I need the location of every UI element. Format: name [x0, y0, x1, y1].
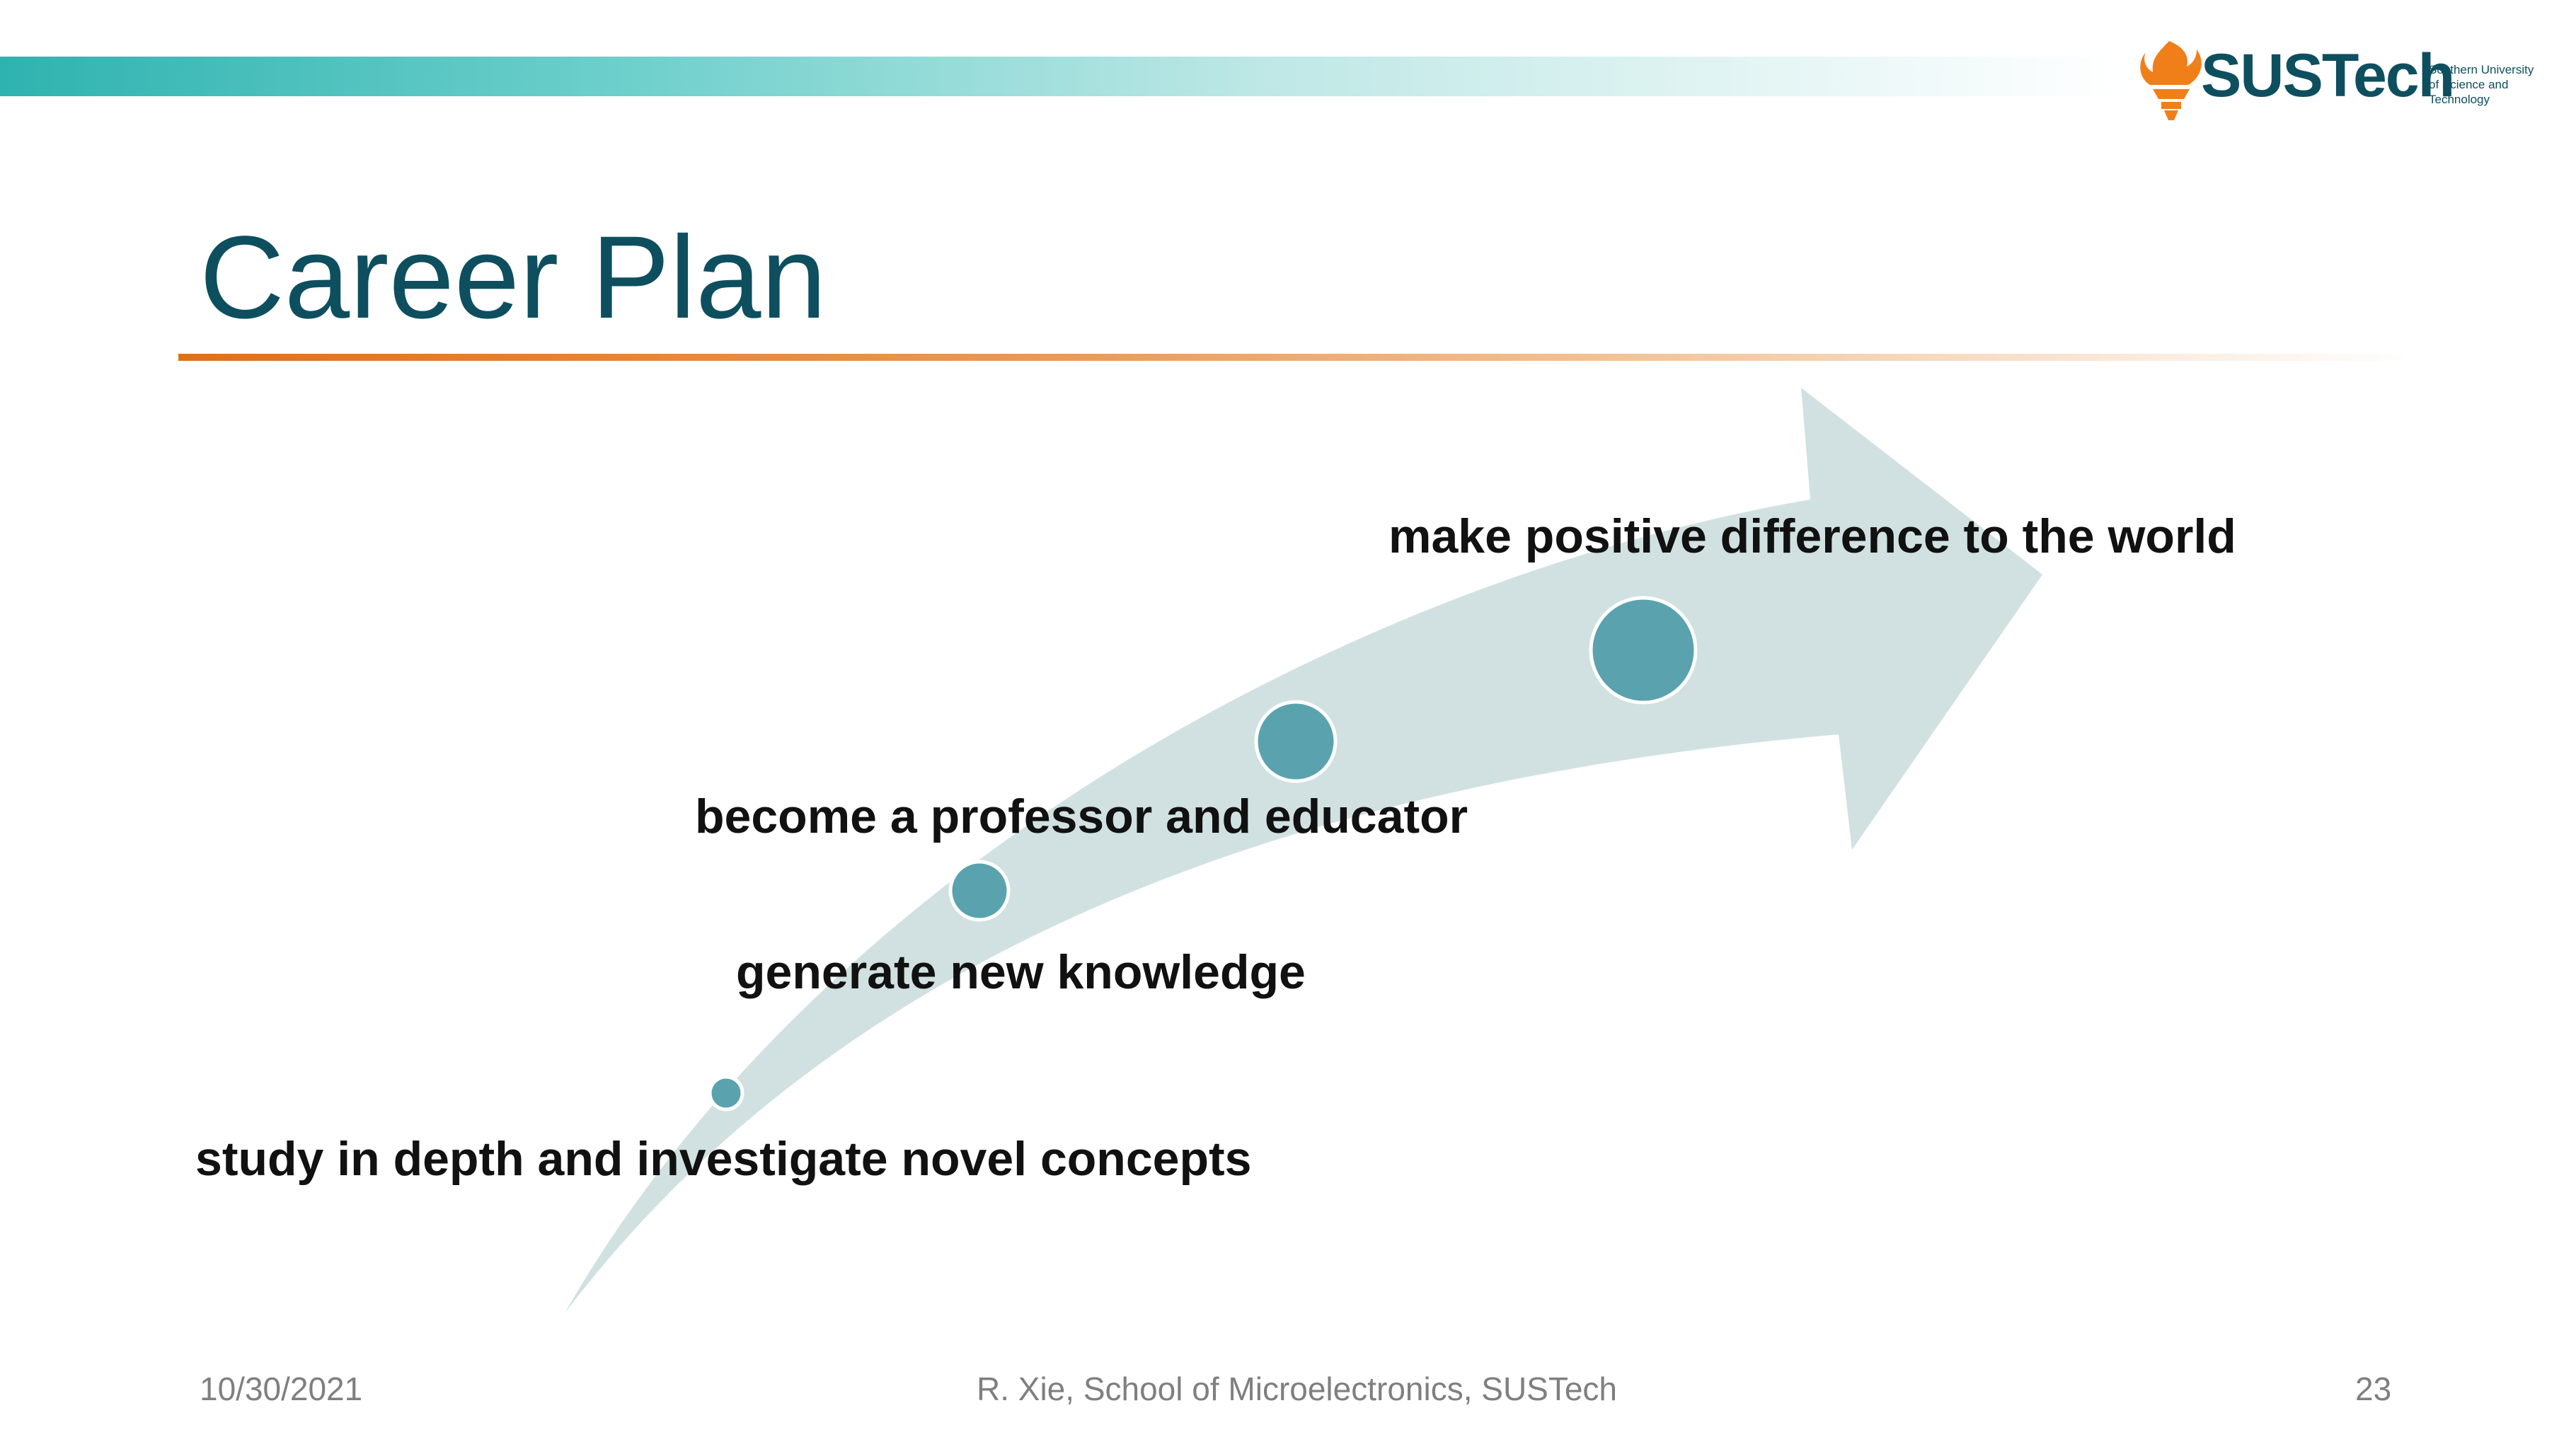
- logo-subtitle-line: of Science and: [2429, 78, 2509, 91]
- milestone-node-3: [1254, 700, 1338, 783]
- step-label-professor: become a professor and educator: [695, 790, 1468, 843]
- sustech-logo: SUSTech Southern University of Science a…: [2137, 37, 2562, 122]
- footer-date: 10/30/2021: [200, 1370, 363, 1407]
- footer-page-number: 23: [2355, 1370, 2392, 1407]
- step-label-world: make positive difference to the world: [1388, 509, 2236, 563]
- logo-subtitle-line: Technology: [2429, 93, 2490, 106]
- logo-wordmark: SUSTech: [2201, 42, 2455, 110]
- step-label-study: study in depth and investigate novel con…: [195, 1132, 1252, 1186]
- milestone-node-4: [1589, 596, 1698, 705]
- milestone-node-2: [948, 860, 1011, 922]
- torch-flame-icon: [2140, 41, 2202, 120]
- header-gradient-bar: [0, 57, 2123, 96]
- slide-title: Career Plan: [200, 212, 827, 343]
- footer-author: R. Xie, School of Microelectronics, SUST…: [977, 1370, 1618, 1407]
- step-label-knowledge: generate new knowledge: [736, 945, 1306, 999]
- milestone-node-1: [708, 1075, 744, 1112]
- title-underline: [178, 354, 2408, 361]
- logo-subtitle-line: Southern University: [2429, 63, 2534, 76]
- logo-subtitle: Southern University of Science and Techn…: [2429, 62, 2534, 107]
